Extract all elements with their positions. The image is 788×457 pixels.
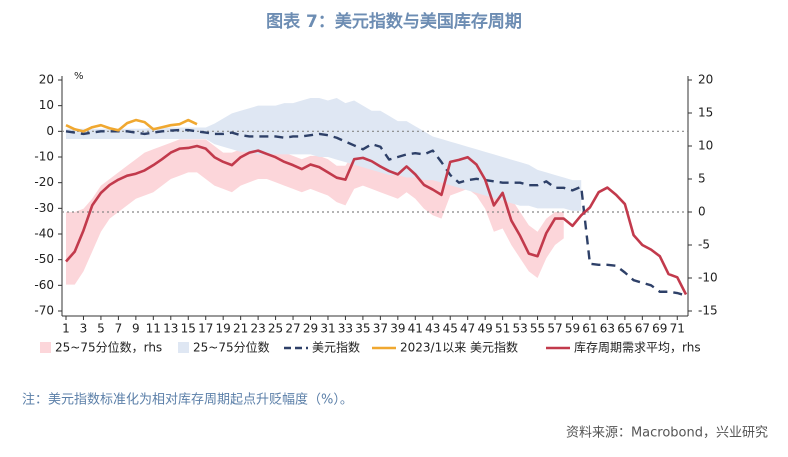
x-tick-label: 45 xyxy=(443,322,458,336)
x-tick-label: 61 xyxy=(582,322,597,336)
x-tick-label: 49 xyxy=(478,322,493,336)
y-tick-label: 10 xyxy=(39,98,54,112)
x-tick-label: 43 xyxy=(425,322,440,336)
x-tick-label: 41 xyxy=(408,322,423,336)
source: 资料来源：Macrobond，兴业研究 xyxy=(566,426,768,441)
x-tick-label: 65 xyxy=(617,322,632,336)
y-tick-label: -20 xyxy=(34,175,54,189)
x-tick-label: 47 xyxy=(460,322,475,336)
line xyxy=(65,128,687,297)
y2-tick-label: 5 xyxy=(698,172,706,186)
y-tick-label: 0 xyxy=(46,124,54,138)
x-tick-label: 17 xyxy=(198,322,213,336)
band-area xyxy=(66,97,582,211)
x-tick-label: 7 xyxy=(115,322,123,336)
y-tick-label: -10 xyxy=(34,150,54,164)
x-tick-label: 69 xyxy=(652,322,667,336)
y-tick-label: -50 xyxy=(34,252,54,266)
x-tick-label: 19 xyxy=(216,322,231,336)
y-axis-label: % xyxy=(74,71,84,82)
x-tick-label: 13 xyxy=(163,322,178,336)
y-tick-label: -70 xyxy=(34,304,54,318)
y-tick-label: 20 xyxy=(39,73,54,87)
x-tick-label: 63 xyxy=(600,322,615,336)
x-tick-label: 53 xyxy=(512,322,527,336)
x-tick-label: 9 xyxy=(132,322,140,336)
y2-tick-label: 10 xyxy=(698,139,713,153)
y2-tick-label: -10 xyxy=(698,271,718,285)
line xyxy=(65,144,688,296)
x-tick-label: 71 xyxy=(670,322,685,336)
x-tick-label: 5 xyxy=(97,322,105,336)
x-tick-label: 25 xyxy=(268,322,283,336)
chart-title: 图表 7：美元指数与美国库存周期 xyxy=(266,11,522,32)
x-tick-label: 31 xyxy=(320,322,335,336)
x-tick-label: 29 xyxy=(303,322,318,336)
legend-swatch xyxy=(178,342,189,353)
x-tick-label: 37 xyxy=(373,322,388,336)
x-tick-label: 1 xyxy=(62,322,70,336)
x-tick-label: 11 xyxy=(146,322,161,336)
legend-label: 库存周期需求平均，rhs xyxy=(574,340,701,355)
y2-tick-label: -15 xyxy=(698,304,718,318)
x-tick-label: 21 xyxy=(233,322,248,336)
x-tick-label: 51 xyxy=(495,322,510,336)
note: 注：美元指数标准化为相对库存周期起点升贬幅度（%）。 xyxy=(22,392,353,408)
x-tick-label: 67 xyxy=(635,322,650,336)
legend-label: 25~75分位数 xyxy=(193,340,270,355)
x-tick-label: 35 xyxy=(355,322,370,336)
legend-label: 2023/1以来 美元指数 xyxy=(400,340,518,355)
legend-swatch xyxy=(40,342,51,353)
x-tick-label: 59 xyxy=(565,322,580,336)
line xyxy=(65,118,198,133)
x-tick-label: 3 xyxy=(80,322,88,336)
x-tick-label: 27 xyxy=(285,322,300,336)
y2-tick-label: -5 xyxy=(698,238,710,252)
x-tick-label: 55 xyxy=(530,322,545,336)
y-tick-label: -60 xyxy=(34,278,54,292)
x-tick-label: 39 xyxy=(390,322,405,336)
band-area xyxy=(66,139,564,285)
x-tick-label: 57 xyxy=(547,322,562,336)
y2-tick-label: 15 xyxy=(698,106,713,120)
y2-tick-label: 20 xyxy=(698,73,713,87)
legend-label: 25~75分位数，rhs xyxy=(55,340,162,355)
x-tick-label: 33 xyxy=(338,322,353,336)
y-tick-label: -40 xyxy=(34,227,54,241)
x-tick-label: 15 xyxy=(181,322,196,336)
y2-tick-label: 0 xyxy=(698,205,706,219)
x-tick-label: 23 xyxy=(250,322,265,336)
legend-label: 美元指数 xyxy=(312,340,360,355)
y-tick-label: -30 xyxy=(34,201,54,215)
